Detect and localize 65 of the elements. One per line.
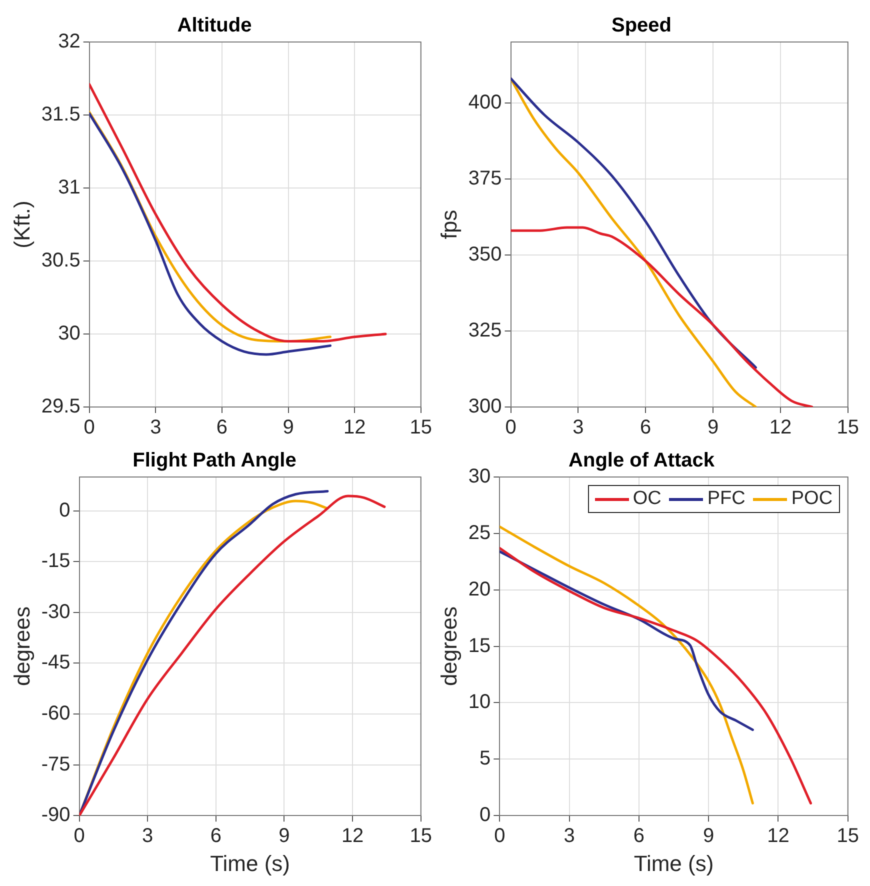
chart-title: Speed bbox=[611, 14, 672, 37]
y-tick-label: 31.5 bbox=[41, 104, 80, 126]
y-axis-title: degrees bbox=[9, 606, 34, 686]
x-tick-label: 15 bbox=[410, 416, 432, 439]
x-tick-label: 15 bbox=[836, 825, 859, 848]
line-series bbox=[500, 525, 754, 804]
legend-label: PFC bbox=[707, 488, 746, 510]
chart-title: Flight Path Angle bbox=[132, 450, 296, 472]
y-tick-label: 25 bbox=[468, 522, 491, 544]
x-tick-label: 9 bbox=[707, 416, 719, 439]
x-axis-title: Time (s) bbox=[634, 850, 714, 876]
x-tick-label: 9 bbox=[278, 825, 290, 848]
x-tick-label: 6 bbox=[210, 825, 222, 848]
x-tick-label: 0 bbox=[84, 416, 95, 439]
y-tick-label: 0 bbox=[59, 499, 70, 522]
y-tick-label: 32 bbox=[58, 30, 80, 53]
y-tick-label: 350 bbox=[468, 243, 502, 266]
x-tick-label: 3 bbox=[142, 825, 154, 848]
x-tick-label: 12 bbox=[341, 825, 364, 848]
chart-title: Angle of Attack bbox=[568, 450, 716, 472]
y-tick-label: 30 bbox=[58, 322, 80, 345]
x-tick-label: 9 bbox=[282, 416, 294, 439]
y-tick-label: 5 bbox=[480, 748, 491, 770]
x-tick-label: 6 bbox=[640, 416, 652, 439]
y-axis-title: fps bbox=[436, 210, 462, 240]
y-tick-label: -75 bbox=[41, 753, 70, 776]
y-tick-label: 31 bbox=[58, 176, 80, 199]
x-tick-label: 12 bbox=[343, 416, 366, 439]
chart-title: Altitude bbox=[177, 14, 252, 37]
y-tick-label: -30 bbox=[41, 600, 70, 623]
x-tick-label: 3 bbox=[572, 416, 584, 439]
line-series bbox=[79, 494, 386, 816]
x-axis-title: Time (s) bbox=[210, 850, 290, 876]
x-tick-label: 3 bbox=[564, 825, 575, 848]
x-tick-label: 0 bbox=[505, 416, 516, 439]
line-series bbox=[89, 83, 387, 343]
y-tick-label: 30.5 bbox=[41, 250, 80, 272]
y-tick-label: 375 bbox=[468, 167, 502, 190]
y-tick-label: 400 bbox=[468, 91, 502, 114]
x-tick-label: 12 bbox=[767, 825, 790, 848]
legend-label: POC bbox=[791, 488, 833, 510]
x-tick-label: 9 bbox=[703, 825, 714, 848]
y-tick-label: 0 bbox=[480, 804, 491, 826]
y-axis-title: degrees bbox=[436, 606, 462, 686]
y-tick-label: 325 bbox=[468, 319, 502, 342]
y-tick-label: 29.5 bbox=[41, 396, 80, 418]
x-tick-label: 15 bbox=[410, 825, 432, 848]
y-tick-label: 300 bbox=[468, 396, 502, 418]
x-tick-label: 12 bbox=[769, 416, 792, 439]
y-tick-label: -15 bbox=[41, 550, 70, 572]
y-tick-label: 15 bbox=[468, 634, 491, 657]
y-tick-label: -45 bbox=[41, 652, 70, 674]
x-tick-label: 15 bbox=[836, 416, 859, 439]
y-tick-label: 30 bbox=[468, 466, 491, 488]
x-tick-label: 6 bbox=[216, 416, 228, 439]
y-tick-label: -90 bbox=[41, 804, 70, 826]
y-tick-label: 20 bbox=[468, 578, 491, 600]
line-series bbox=[500, 546, 812, 804]
x-tick-label: 6 bbox=[633, 825, 644, 848]
y-tick-label: -60 bbox=[41, 702, 70, 725]
y-tick-label: 10 bbox=[468, 691, 491, 714]
legend-label: OC bbox=[632, 488, 662, 510]
x-tick-label: 3 bbox=[150, 416, 162, 439]
y-axis-title: (Kft.) bbox=[9, 200, 34, 248]
line-series bbox=[510, 226, 814, 407]
